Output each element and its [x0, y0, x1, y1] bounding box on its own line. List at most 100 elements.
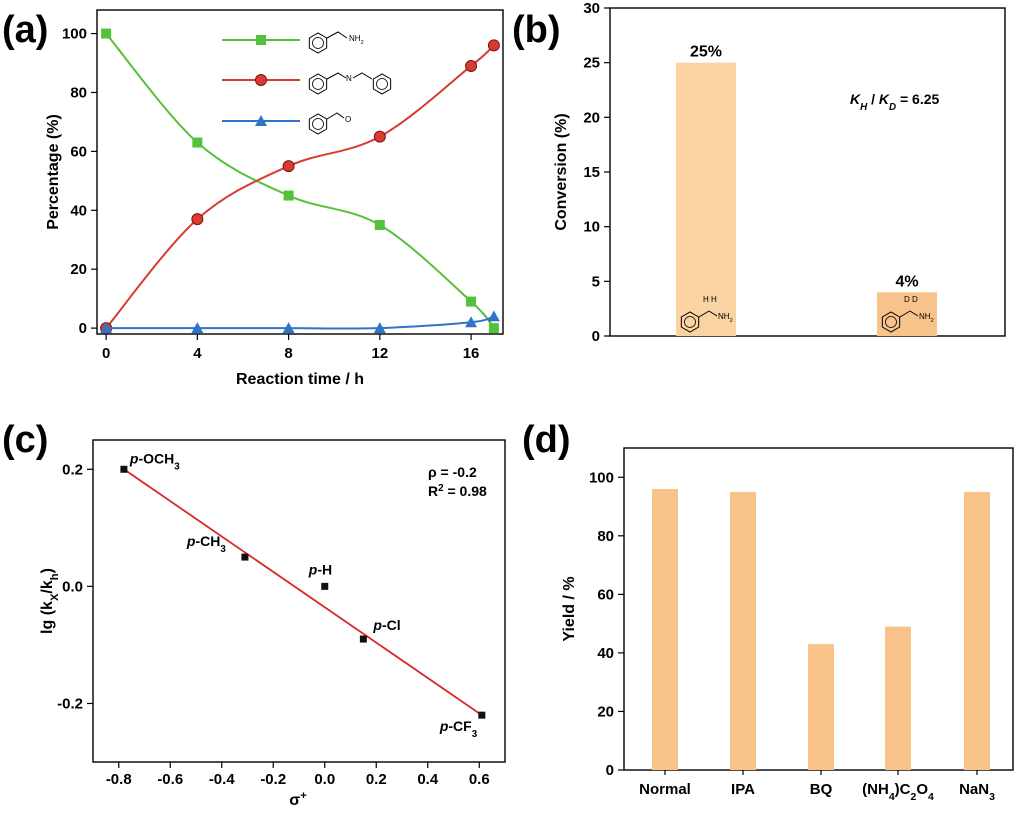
- x-category-label-4: NaN3: [959, 781, 995, 803]
- x-tick-label: 0: [102, 345, 110, 362]
- data-point-label-4-part-1: -CF: [448, 718, 472, 734]
- legend-chain-aldehyde: [326, 112, 345, 120]
- bar-structure-0: [680, 311, 700, 333]
- data-point-label-3: p-Cl: [372, 617, 400, 633]
- kie-annotation-part-4: D: [889, 102, 896, 113]
- series-line-0: [105, 32, 495, 329]
- data-point-label-3-part-1: -Cl: [382, 617, 401, 633]
- data-point-2: [321, 582, 329, 590]
- plot-frame: [609, 7, 1006, 337]
- series-2-point-3: [373, 322, 386, 334]
- x-category-label-2-part-0: BQ: [810, 781, 833, 798]
- legend-structure-imine-b: [372, 73, 392, 95]
- series-2-point-0: [100, 322, 113, 334]
- y-tick-label: 0: [79, 320, 87, 337]
- legend-marker-2: [255, 115, 267, 126]
- bar-structure-atom-b-1: D: [912, 295, 918, 304]
- chart-c-hammett-plot: -0.8 -0.6 -0.4 -0.2 0.0 0.2 0.4 0.6 -0.2 0.0 0.2 σ+…: [39, 439, 506, 809]
- bar-structure-0-ring: [680, 311, 700, 333]
- series-2-point-4: [465, 316, 478, 328]
- x-category-label-3-part-0: (NH: [862, 781, 889, 798]
- legend-structure-aldehyde: [308, 113, 328, 135]
- bar-structure-1-ring: [881, 311, 901, 333]
- x-tick-label: 0.0: [314, 771, 335, 788]
- y-axis-title-part-1: X: [49, 593, 61, 601]
- x-category-label-0: Normal: [639, 781, 691, 798]
- series-1-point-2: [282, 160, 295, 173]
- data-point-3: [359, 635, 367, 643]
- legend-structure-imine-a-ring: [308, 73, 328, 95]
- y-tick-label: 60: [70, 143, 87, 160]
- r2-label-part-1: 2: [438, 483, 444, 494]
- x-category-label-3-part-2: )C: [895, 781, 911, 798]
- legend-nh2-label: NH2: [349, 34, 364, 46]
- plot-frame: [96, 9, 504, 335]
- y-tick-label: 20: [583, 109, 600, 126]
- r2-label: R2 = 0.98: [428, 483, 487, 500]
- y-tick-label: 10: [583, 219, 600, 236]
- x-category-label-3-part-3: 2: [910, 791, 916, 803]
- legend-o-label: O: [345, 115, 351, 124]
- legend-structure-amine: [308, 32, 328, 54]
- x-category-label-4-part-0: NaN: [959, 781, 989, 798]
- x-category-label-1-part-0: IPA: [731, 781, 755, 798]
- bar-structure-group-1-part-1: 2: [931, 318, 934, 324]
- y-tick-label: 80: [597, 528, 614, 545]
- data-point-0: [120, 465, 128, 473]
- data-point-label-1-part-1: -CH: [195, 533, 220, 549]
- x-tick-label: 4: [193, 345, 202, 362]
- x-axis-title-part-0: σ: [289, 792, 300, 809]
- legend-structure-amine-ring-inner: [312, 37, 324, 49]
- series-1-point-5: [487, 39, 500, 52]
- legend-marker-1: [255, 74, 267, 86]
- kie-annotation-part-5: = 6.25: [896, 91, 939, 107]
- y-tick-label: 100: [62, 26, 87, 43]
- y-tick-label: 0: [606, 762, 614, 779]
- y-tick-label: 60: [597, 586, 614, 603]
- y-tick-label: 0.2: [62, 461, 83, 478]
- data-point-label-3-part-0: p: [372, 617, 382, 633]
- series-1-point-3: [373, 130, 386, 143]
- y-axis-title-part-0: lg (k: [39, 601, 56, 634]
- bar-structure-group-0-part-1: 2: [730, 318, 733, 324]
- series-0-point-4: [466, 296, 477, 307]
- x-axis-title-part-1: +: [300, 790, 307, 802]
- series-0-point-0: [101, 28, 112, 39]
- bar-value-label-1: 4%: [895, 273, 918, 290]
- y-tick-label: 40: [70, 202, 87, 219]
- panel-label-b: (b): [512, 9, 561, 51]
- series-2-point-1: [191, 322, 204, 334]
- series-line-2: [106, 315, 495, 330]
- data-point-label-0-part-1: -OCH: [138, 450, 174, 466]
- kie-annotation-part-2: /: [867, 91, 879, 107]
- bar-structure-bond2-1: [909, 310, 919, 317]
- legend-n-label: N: [346, 74, 352, 83]
- x-tick-label: -0.6: [157, 771, 183, 788]
- legend-chain-imine-b: [352, 72, 373, 80]
- y-axis-title: lg (kX/kh): [39, 568, 61, 634]
- legend-structure-imine-a-ring-inner: [312, 78, 324, 90]
- data-point-label-4: p-CF3: [439, 718, 478, 740]
- legend-marker-0: [256, 35, 266, 45]
- data-point-4: [478, 711, 486, 719]
- kie-annotation: KH / KD = 6.25: [850, 91, 939, 113]
- data-point-label-2-part-1: -H: [317, 561, 332, 577]
- data-point-label-1: p-CH3: [186, 533, 226, 555]
- y-tick-label: 25: [583, 55, 600, 72]
- legend-structure-imine-b-ring: [372, 73, 392, 95]
- bar-structure-bond-1: [899, 310, 911, 318]
- bar-structure-atom-a-0: H: [703, 295, 709, 304]
- series-2-point-5: [487, 310, 500, 322]
- x-tick-label: -0.4: [209, 771, 236, 788]
- legend: NH2 N O: [222, 31, 392, 135]
- r2-label-part-2: = 0.98: [444, 483, 487, 499]
- kie-annotation-part-1: H: [860, 102, 868, 113]
- x-category-label-3-part-4: O: [916, 781, 928, 798]
- bar-structure-group-1-part-0: NH: [919, 312, 931, 321]
- x-tick-label: 0.4: [417, 771, 439, 788]
- bar-structure-group-0: NH2: [718, 312, 733, 324]
- legend-structure-aldehyde-ring: [308, 113, 328, 135]
- bar-structure-group-1: NH2: [919, 312, 934, 324]
- kie-annotation-part-3: K: [879, 91, 890, 107]
